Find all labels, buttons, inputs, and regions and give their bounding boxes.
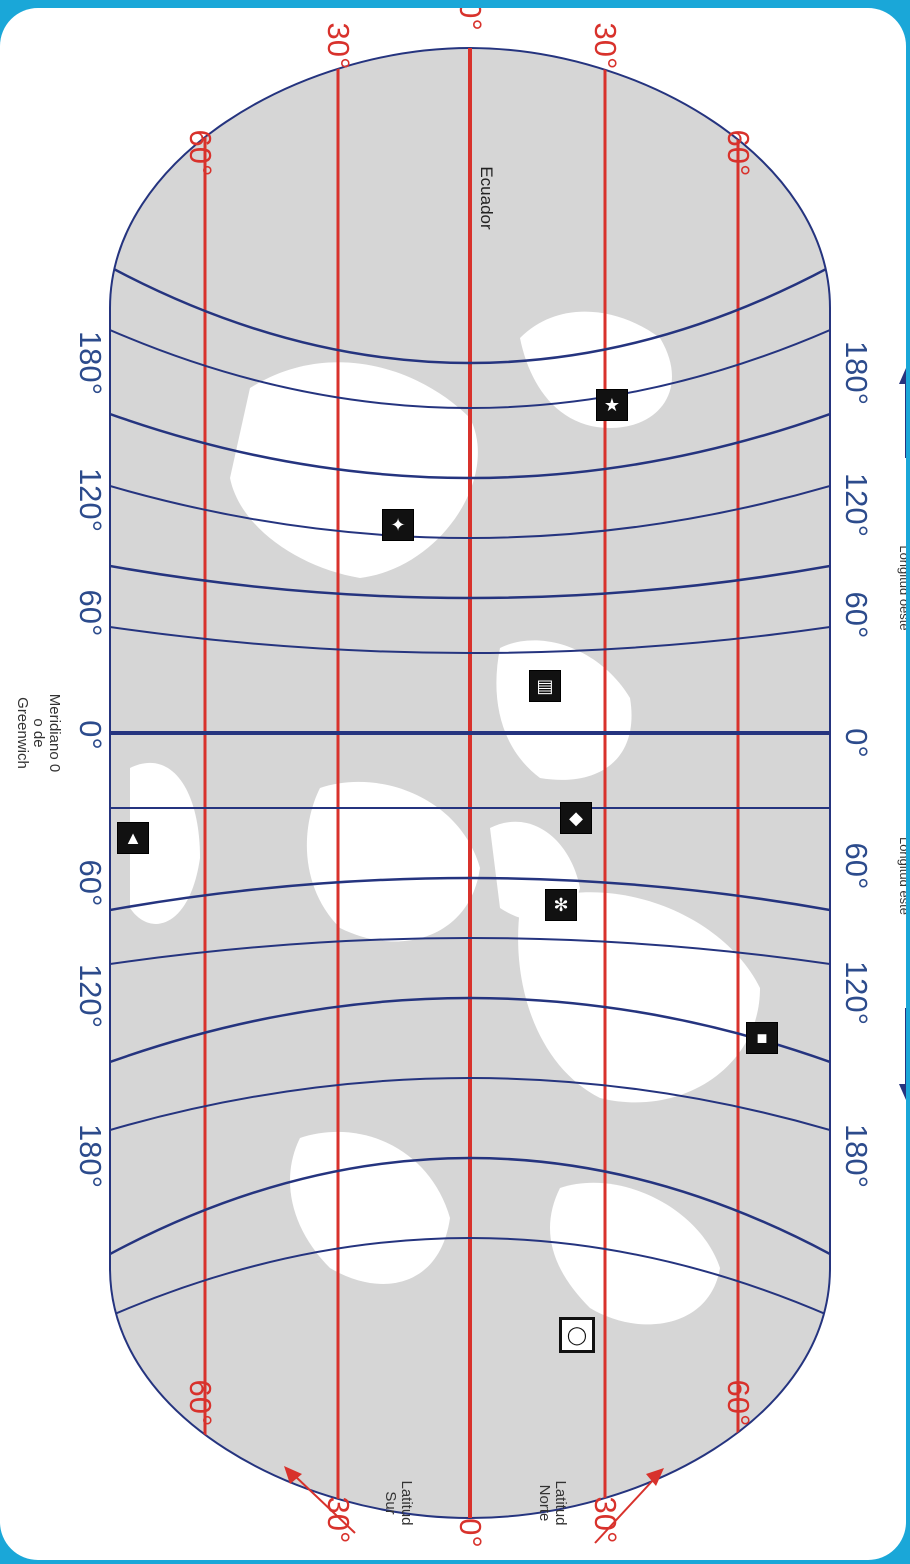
lon-label-west-1: 120° bbox=[73, 467, 108, 533]
ocean-indian bbox=[306, 781, 480, 942]
statue-icon[interactable]: ◯ bbox=[559, 1317, 595, 1353]
meridian-label: Meridiano 0 o de Greenwich bbox=[14, 693, 63, 773]
longitude-line bbox=[110, 626, 830, 654]
ocean-southern bbox=[130, 762, 200, 924]
lat-label-top-2: 0° bbox=[453, 8, 488, 31]
lon-label-east-2: 60° bbox=[839, 591, 874, 639]
lon-label-west-0: 180° bbox=[73, 330, 108, 396]
lon-label-east-4: 60° bbox=[839, 842, 874, 890]
longitude-line bbox=[110, 412, 830, 480]
pagoda-icon[interactable]: ★ bbox=[596, 389, 628, 421]
ocean-shapes bbox=[130, 311, 760, 1325]
longitude-line bbox=[110, 1237, 830, 1317]
longitude-west-label: Longitud oeste bbox=[897, 545, 906, 631]
latitude-lines bbox=[203, 48, 740, 1518]
longitude-line bbox=[110, 329, 830, 409]
lon-label-east-3: 0° bbox=[839, 728, 874, 758]
longitude-line bbox=[110, 564, 830, 600]
camel-icon[interactable]: ✻ bbox=[545, 889, 577, 921]
lon-label-west-3: 0° bbox=[73, 720, 108, 750]
sphinx-icon[interactable]: ◆ bbox=[560, 802, 592, 834]
kangaroo-icon[interactable]: ▲ bbox=[117, 822, 149, 854]
longitude-line bbox=[110, 937, 830, 965]
lat-label-top-1: 60° bbox=[183, 129, 218, 177]
penguin-icon[interactable]: ■ bbox=[746, 1022, 778, 1054]
lon-label-west-2: 60° bbox=[73, 589, 108, 637]
lat-label-top-0: 30° bbox=[321, 22, 356, 70]
lon-label-east-0: 180° bbox=[839, 340, 874, 406]
longitude-line bbox=[110, 265, 830, 365]
ocean-south-pacific bbox=[290, 1131, 450, 1284]
latitude-north-arrow bbox=[594, 1468, 664, 1544]
longitude-line bbox=[110, 1077, 830, 1131]
longitude-east-label: Longitud este bbox=[897, 836, 906, 916]
longitude-line bbox=[110, 1156, 830, 1256]
mosque-icon[interactable]: ▤ bbox=[529, 670, 561, 702]
lat-label-bottom-2: 0° bbox=[453, 1518, 488, 1548]
lat-label-bottom-0: 60° bbox=[183, 1379, 218, 1427]
lat-label-bottom-1: 30° bbox=[321, 1496, 356, 1544]
lon-label-west-5: 120° bbox=[73, 963, 108, 1029]
lon-label-east-6: 180° bbox=[839, 1123, 874, 1189]
lon-label-west-6: 180° bbox=[73, 1123, 108, 1189]
map-frame: 180° 120° 60° 0° 60° 120° 180° 180° 120°… bbox=[0, 8, 906, 1560]
ocean-north-pacific bbox=[518, 892, 760, 1103]
lat-label-top-3: 30° bbox=[588, 22, 623, 70]
latitude-south-label: Latitud Sur bbox=[382, 1480, 415, 1526]
koala-icon[interactable]: ✦ bbox=[382, 509, 414, 541]
lon-label-east-1: 120° bbox=[839, 472, 874, 538]
longitude-line bbox=[110, 996, 830, 1064]
lat-label-bottom-3: 30° bbox=[588, 1496, 623, 1544]
world-map bbox=[109, 46, 906, 1544]
longitude-line bbox=[110, 876, 830, 912]
latitude-north-label: Latitud Norte bbox=[536, 1480, 569, 1526]
lat-label-top-4: 60° bbox=[721, 129, 756, 177]
longitude-east-arrow bbox=[899, 1008, 906, 1100]
equator-label: Ecuador bbox=[477, 166, 496, 230]
lon-label-west-4: 60° bbox=[73, 859, 108, 907]
latitude-south-arrow bbox=[284, 1466, 356, 1534]
lat-label-bottom-4: 60° bbox=[721, 1379, 756, 1427]
longitude-line bbox=[110, 485, 830, 539]
longitude-lines bbox=[110, 265, 830, 1317]
lon-label-east-5: 120° bbox=[839, 960, 874, 1026]
ocean-north-atlantic bbox=[520, 311, 672, 428]
longitude-west-arrow bbox=[899, 368, 906, 458]
